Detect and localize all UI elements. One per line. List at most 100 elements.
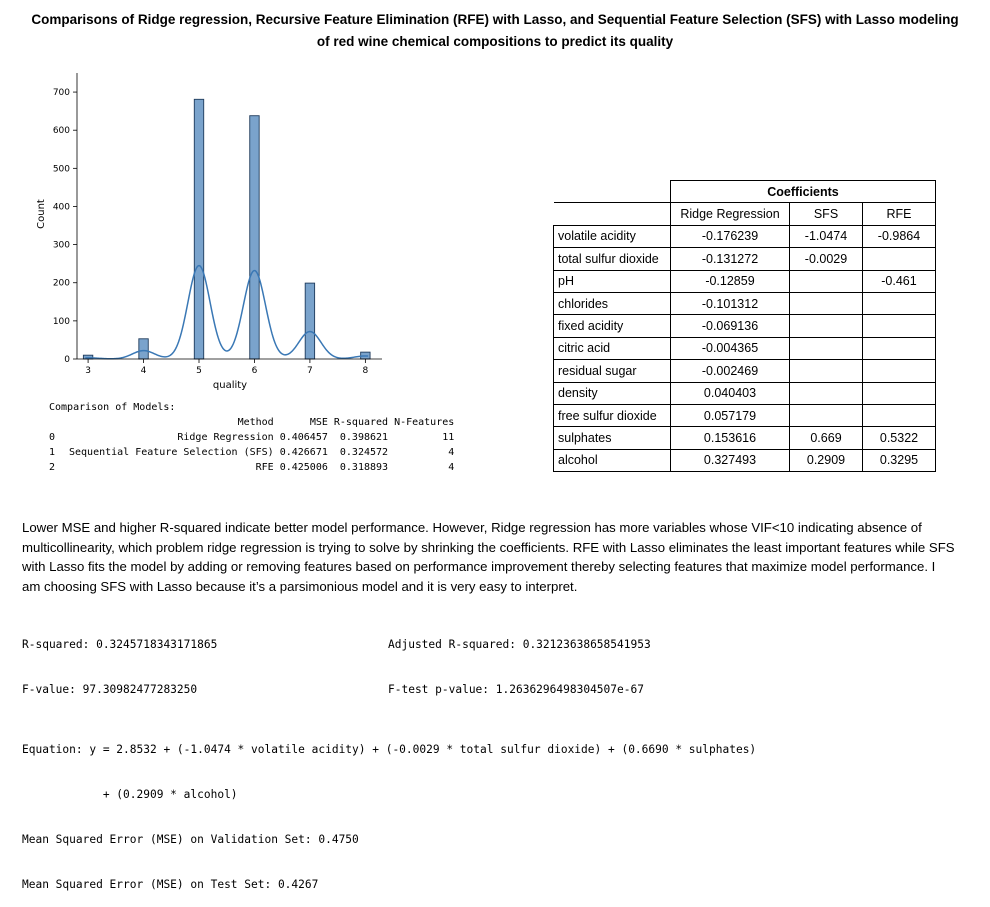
coef-value [862, 359, 936, 383]
x-tick-label: 7 [307, 366, 313, 376]
coef-value: -0.069136 [670, 314, 790, 338]
comparison-cell: RFE [255, 462, 274, 473]
comparison-cell: 2 [49, 462, 56, 473]
coef-value [789, 403, 863, 428]
coef-value: 0.153616 [670, 426, 790, 450]
page-title: Comparisons of Ridge regression, Recursi… [31, 12, 959, 49]
x-tick-label: 5 [196, 366, 202, 376]
coef-value: -0.461 [862, 269, 936, 293]
y-tick-label: 200 [53, 279, 70, 289]
coef-row: density 0.040403 [553, 381, 936, 405]
comparison-row: 1 Sequential Feature Selection (SFS) 0.426… [49, 445, 454, 460]
coef-value: 0.669 [789, 426, 863, 450]
regression-stats: R-squared: 0.3245718343171865 Adjusted R… [22, 607, 756, 907]
quality-histogram-chart: 0 100 200 300 400 500 600 700 3 4 5 6 7 8 quality Cou… [36, 73, 382, 391]
coef-feature-name: free sulfur dioxide [553, 403, 671, 428]
comparison-cell: 1 [49, 447, 56, 458]
mse-test-text: Mean Squared Error (MSE) on Test Set: 0.… [22, 878, 319, 891]
coef-row: pH -0.12859 -0.461 [553, 269, 936, 293]
coef-value: -0.131272 [670, 247, 790, 271]
comparison-cell: Ridge Regression [177, 432, 274, 443]
comparison-cell: 0.318893 [339, 462, 389, 473]
coef-value: -0.0029 [789, 247, 863, 271]
coef-value: -0.9864 [862, 224, 936, 249]
y-tick-label: 300 [53, 241, 70, 251]
coef-feature-name: alcohol [553, 448, 671, 473]
coef-value: 0.327493 [670, 448, 790, 473]
kde-curve [85, 264, 369, 360]
comparison-header-2: MSE [309, 417, 328, 428]
coef-value [862, 336, 936, 361]
coef-value: -0.176239 [670, 224, 790, 249]
x-axis-label: quality [213, 380, 247, 391]
coef-feature-name: fixed acidity [553, 314, 671, 338]
y-tick-label: 700 [53, 88, 70, 98]
coef-value [789, 291, 863, 316]
histogram-bar-4 [138, 338, 149, 360]
f-value-text: F-value: 97.30982477283250 [22, 683, 198, 696]
comparison-cell: 4 [448, 447, 455, 458]
comparison-cell: 0.426671 [279, 447, 328, 458]
coef-feature-name: volatile acidity [553, 224, 671, 249]
comparison-cell: 0.398621 [339, 432, 389, 443]
coef-row: residual sugar -0.002469 [553, 359, 936, 383]
comparison-header-3: R-squared [333, 417, 389, 428]
x-tick-label: 4 [141, 366, 147, 376]
adjusted-r-squared-text: Adjusted R-squared: 0.32123638658541953 [388, 638, 651, 651]
coef-value [862, 403, 936, 428]
coef-column-header: Ridge Regression [670, 202, 790, 226]
coef-value [862, 291, 936, 316]
coef-value [862, 247, 936, 271]
coef-value [789, 381, 863, 405]
x-tick-label: 6 [252, 366, 258, 376]
coef-feature-name: pH [553, 269, 671, 293]
coef-column-header: RFE [862, 202, 936, 226]
coef-value: 0.057179 [670, 403, 790, 428]
coef-row: sulphates 0.153616 0.669 0.5322 [553, 426, 936, 450]
equation-line-2: + (0.2909 * alcohol) [22, 788, 238, 801]
coef-feature-name: density [553, 381, 671, 405]
coef-value [789, 269, 863, 293]
coefficients-header: Coefficients [670, 179, 936, 204]
coef-row: volatile acidity -0.176239 -1.0474 -0.9864 [553, 224, 936, 249]
coef-value [789, 359, 863, 383]
comparison-header-4: N-Features [394, 417, 455, 428]
histogram-bar-5 [193, 98, 205, 360]
coef-value [862, 314, 936, 338]
comparison-row: 0 Ridge Regression 0.406457 0.398621 11 [49, 430, 454, 445]
coef-feature-name: citric acid [553, 336, 671, 361]
x-tick-label: 8 [362, 366, 368, 376]
comparison-cell: 0.406457 [279, 432, 328, 443]
x-tick-label: 3 [85, 366, 91, 376]
coef-value [789, 314, 863, 338]
coef-value: -0.101312 [670, 291, 790, 316]
coef-row: citric acid -0.004365 [553, 336, 936, 361]
coef-feature-name: total sulfur dioxide [553, 247, 671, 271]
coef-row: alcohol 0.327493 0.2909 0.3295 [553, 448, 936, 473]
coefficients-table: Coefficients Ridge Regression SFS RFE vola… [553, 179, 936, 473]
comparison-header-1: Method [237, 417, 274, 428]
coef-feature-name: residual sugar [553, 359, 671, 383]
histogram-bar-7 [304, 282, 316, 360]
comparison-cell: 4 [448, 462, 455, 473]
y-tick-label: 400 [53, 202, 70, 212]
coef-value: -1.0474 [789, 224, 863, 249]
comparison-cell: 11 [442, 432, 455, 443]
mse-validation-text: Mean Squared Error (MSE) on Validation S… [22, 833, 359, 846]
f-pvalue-text: F-test p-value: 1.2636296498304507e-67 [388, 683, 644, 696]
r-squared-text: R-squared: 0.3245718343171865 [22, 638, 218, 651]
coef-value [862, 381, 936, 405]
histogram-bar-6 [249, 115, 260, 360]
model-comparison-output: Comparison of Models: Method MSE R-squared… [49, 400, 454, 475]
y-tick-label: 100 [53, 317, 70, 327]
coef-column-header: SFS [789, 202, 863, 226]
comparison-cell: Sequential Feature Selection (SFS) [69, 447, 274, 458]
comparison-cell: 0.425006 [279, 462, 328, 473]
coef-row: free sulfur dioxide 0.057179 [553, 403, 936, 428]
coef-row: chlorides -0.101312 [553, 291, 936, 316]
coef-value: 0.3295 [862, 448, 936, 473]
y-tick-label: 500 [53, 164, 70, 174]
coef-value: -0.004365 [670, 336, 790, 361]
coef-value: -0.12859 [670, 269, 790, 293]
equation-line-1: Equation: y = 2.8532 + (-1.0474 * volati… [22, 743, 757, 756]
